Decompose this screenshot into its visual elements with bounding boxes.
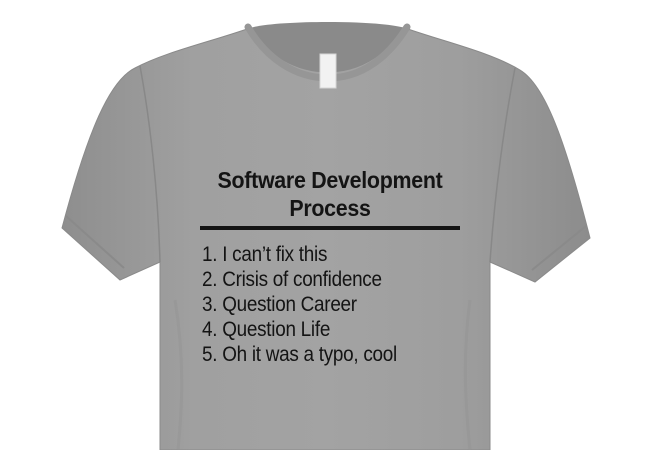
process-steps-list: 1. I can’t fix this 2. Crisis of confide… <box>200 242 460 367</box>
left-sleeve-hem <box>65 215 125 269</box>
process-step: 1. I can’t fix this <box>202 243 328 266</box>
print-title-line2: Process <box>289 195 371 221</box>
shirt-print: Software Development Process 1. I can’t … <box>200 166 460 367</box>
print-divider <box>200 226 460 230</box>
right-sleeve-seam <box>489 67 516 263</box>
shirt-fold <box>173 299 184 450</box>
process-step: 2. Crisis of confidence <box>202 268 382 291</box>
process-step: 4. Question Life <box>202 318 331 341</box>
process-step: 5. Oh it was a typo, cool <box>202 343 397 366</box>
process-step: 3. Question Career <box>202 293 357 316</box>
shirt-fold <box>463 299 472 450</box>
left-sleeve-seam <box>139 65 161 263</box>
shirt-collar-inner <box>250 22 405 72</box>
right-sleeve-hem <box>531 225 587 271</box>
print-title: Software Development Process <box>209 166 451 222</box>
neck-label <box>319 53 337 89</box>
print-title-line1: Software Development <box>217 167 443 193</box>
